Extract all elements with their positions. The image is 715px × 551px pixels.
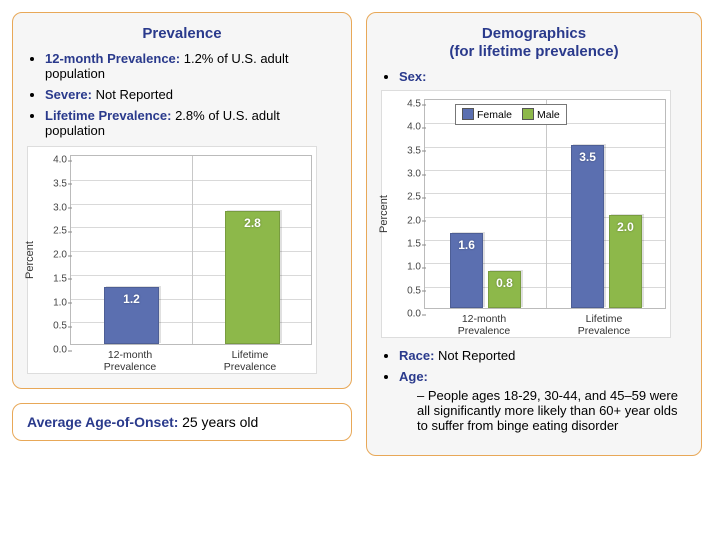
onset-label: Average Age-of-Onset: [27, 414, 178, 430]
bar: 3.5 [571, 145, 605, 308]
plot-area: 0.00.51.01.52.02.53.03.54.01.22.8 [70, 155, 312, 345]
sex-label: Sex: [399, 69, 426, 84]
prevalence-title: Prevalence [27, 25, 337, 43]
sex-item: Sex: [399, 69, 687, 84]
onset-panel: Average Age-of-Onset: 25 years old [12, 403, 352, 441]
prevalence-chart: Percent 0.00.51.01.52.02.53.03.54.01.22.… [27, 146, 317, 374]
bar: 2.0 [609, 215, 643, 308]
onset-value: 25 years old [182, 414, 258, 430]
age-item: Age: People ages 18-29, 30-44, and 45–59… [399, 369, 687, 433]
x-tick-label: LifetimePrevalence [190, 349, 310, 373]
x-axis-labels: 12-monthPrevalenceLifetimePrevalence [424, 309, 664, 337]
item-label: Severe: [45, 87, 92, 102]
x-tick-label: 12-monthPrevalence [424, 313, 544, 337]
demographics-title: Demographics (for lifetime prevalence) [381, 25, 687, 61]
item-label: Lifetime Prevalence: [45, 108, 171, 123]
race-label: Race: [399, 348, 434, 363]
prevalence-panel: Prevalence 12-month Prevalence: 1.2% of … [12, 12, 352, 389]
demographics-chart: Percent 0.00.51.01.52.02.53.03.54.04.51.… [381, 90, 671, 338]
item-value: Not Reported [96, 87, 173, 102]
x-tick-label: LifetimePrevalence [544, 313, 664, 337]
item-label: 12-month Prevalence: [45, 51, 180, 66]
title-line-2: (for lifetime prevalence) [449, 43, 618, 60]
demographics-panel: Demographics (for lifetime prevalence) S… [366, 12, 702, 456]
age-text: People ages 18-29, 30-44, and 45–59 were… [417, 388, 687, 433]
prevalence-item: 12-month Prevalence: 1.2% of U.S. adult … [45, 51, 337, 81]
race-item: Race: Not Reported [399, 348, 687, 363]
age-label: Age: [399, 369, 428, 384]
x-axis-labels: 12-monthPrevalenceLifetimePrevalence [70, 345, 310, 373]
age-sublist: People ages 18-29, 30-44, and 45–59 were… [417, 388, 687, 433]
bar: 2.8 [225, 211, 279, 344]
bar: 1.2 [104, 287, 158, 344]
prevalence-list: 12-month Prevalence: 1.2% of U.S. adult … [27, 51, 337, 138]
y-axis-label: Percent [24, 241, 36, 279]
page-root: Prevalence 12-month Prevalence: 1.2% of … [12, 12, 703, 456]
y-axis-label: Percent [378, 195, 390, 233]
race-value: Not Reported [438, 348, 515, 363]
bar: 1.6 [450, 233, 484, 308]
prevalence-item: Severe: Not Reported [45, 87, 337, 102]
legend: FemaleMale [455, 104, 567, 125]
bar: 0.8 [488, 271, 522, 308]
prevalence-item: Lifetime Prevalence: 2.8% of U.S. adult … [45, 108, 337, 138]
plot-area: 0.00.51.01.52.02.53.03.54.04.51.60.83.52… [424, 99, 666, 309]
title-line-1: Demographics [482, 25, 586, 42]
demo-list-top: Sex: [381, 69, 687, 84]
x-tick-label: 12-monthPrevalence [70, 349, 190, 373]
demo-list-bottom: Race: Not Reported Age: People ages 18-2… [381, 348, 687, 433]
left-column: Prevalence 12-month Prevalence: 1.2% of … [12, 12, 352, 456]
